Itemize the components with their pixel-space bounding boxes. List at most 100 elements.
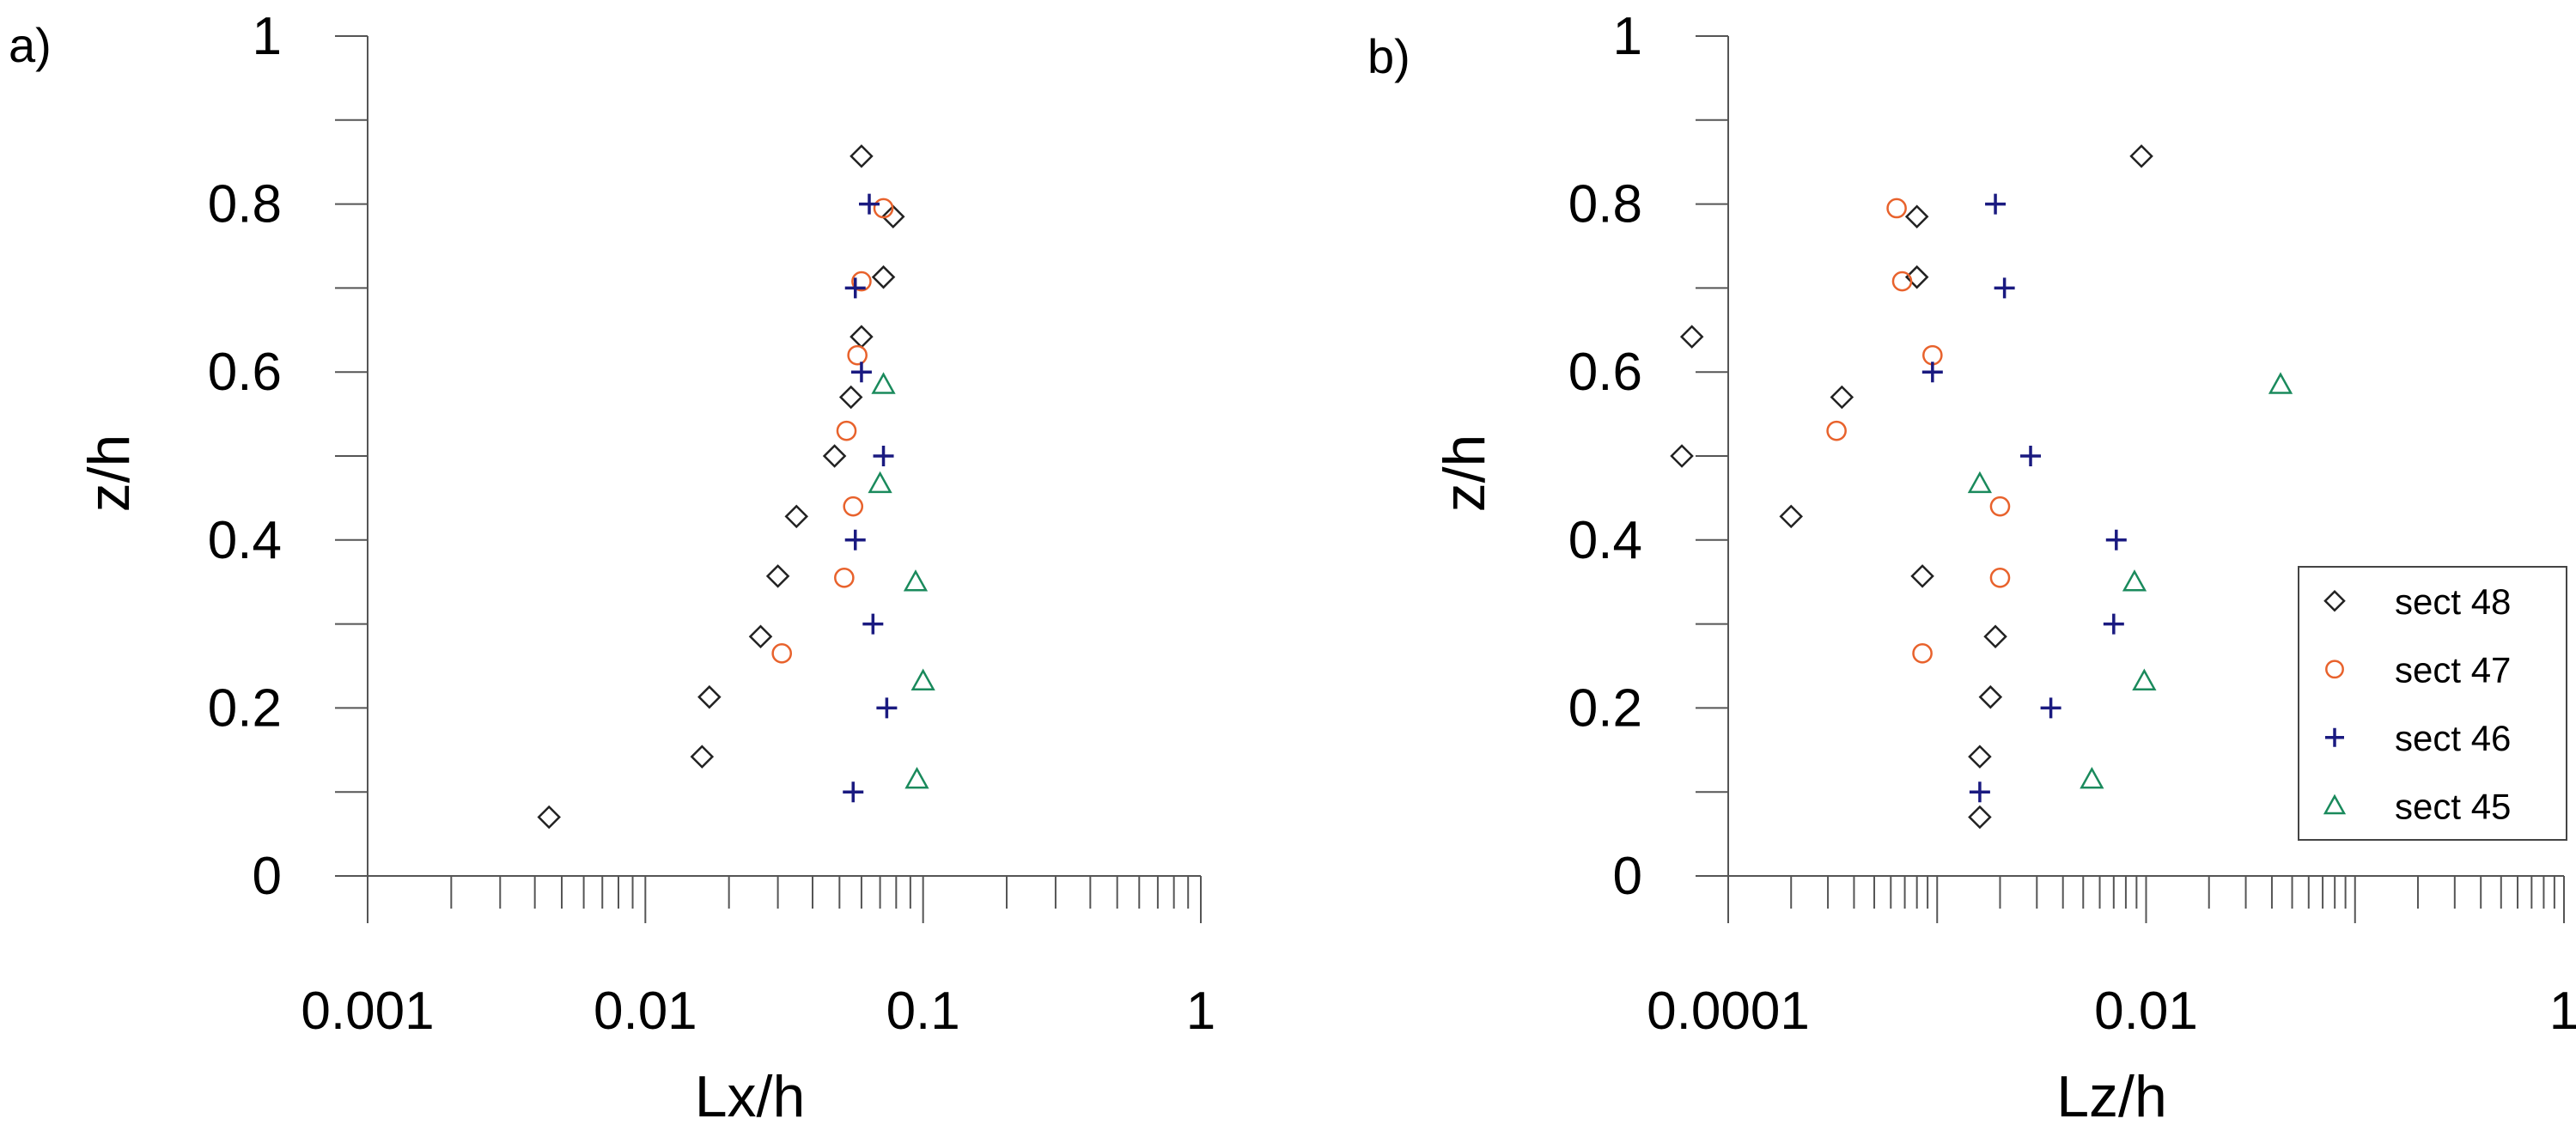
legend-marker xyxy=(2325,727,2344,747)
data-point xyxy=(844,529,866,550)
data-point xyxy=(881,204,905,229)
series-sect-45 xyxy=(868,372,935,789)
data-point xyxy=(1983,624,2007,649)
data-point xyxy=(1904,204,1929,229)
data-point xyxy=(910,668,935,690)
y-tick-label: 1 xyxy=(253,7,282,66)
y-tick-label: 0.6 xyxy=(208,343,282,402)
data-point xyxy=(843,781,864,803)
series-sect-47 xyxy=(1826,198,2011,664)
y-tick-label: 0.8 xyxy=(1568,175,1642,234)
data-point xyxy=(868,471,892,494)
x-tick-label: 1 xyxy=(1186,982,1215,1041)
y-tick-label: 0.2 xyxy=(208,678,282,738)
data-point xyxy=(1922,344,1943,366)
data-point xyxy=(771,643,793,664)
legend-box xyxy=(2298,566,2567,841)
data-point xyxy=(850,362,872,383)
legend-label: sect 47 xyxy=(2395,649,2511,690)
data-point xyxy=(903,569,929,592)
data-point xyxy=(858,193,880,215)
data-point xyxy=(873,446,894,466)
data-point xyxy=(1978,684,2003,709)
legend-label: sect 46 xyxy=(2395,718,2511,758)
data-point xyxy=(1904,265,1929,289)
data-point xyxy=(1886,198,1907,219)
legend-label: sect 45 xyxy=(2395,786,2511,826)
data-point xyxy=(765,564,790,588)
y-tick-label: 0.8 xyxy=(208,175,282,234)
data-point xyxy=(537,805,561,830)
y-axis-title: z/h xyxy=(1432,435,1497,513)
x-axis-title: Lz/h xyxy=(2056,1064,2167,1129)
data-point xyxy=(2105,529,2127,550)
data-point xyxy=(2040,697,2061,719)
legend: sect 48 sect 47 sect 46 sect 45 xyxy=(2298,566,2567,841)
data-point xyxy=(847,344,868,366)
data-point xyxy=(1891,271,1913,292)
panel-label: a) xyxy=(9,18,52,72)
data-point xyxy=(844,277,866,299)
x-axis-title: Lx/h xyxy=(695,1064,806,1129)
data-point xyxy=(843,496,864,517)
data-point xyxy=(836,420,857,441)
x-tick-label: 1 xyxy=(2549,982,2576,1041)
data-point xyxy=(2132,668,2157,690)
data-point xyxy=(1826,420,1847,441)
series-sect-46 xyxy=(1921,193,2127,803)
panel-b: 0.0001 0.01 1 0 0.2 0.4 0.6 0.8 1 Lz/h z/h b) sect 4… xyxy=(1367,7,2576,1129)
series-sect-45 xyxy=(1967,372,2293,789)
data-point xyxy=(850,144,874,168)
legend-marker xyxy=(2323,589,2346,612)
data-point xyxy=(748,624,773,649)
x-tick-label: 0.1 xyxy=(886,982,960,1041)
y-tick-label: 0.4 xyxy=(1568,511,1642,570)
data-point xyxy=(1967,471,1993,494)
data-point xyxy=(862,613,884,635)
panel-label: b) xyxy=(1367,29,1410,83)
data-point xyxy=(871,265,896,289)
data-point xyxy=(2122,569,2147,592)
series-sect-48 xyxy=(537,144,905,830)
data-point xyxy=(2129,144,2153,168)
legend-marker xyxy=(2323,794,2347,815)
data-point xyxy=(851,271,872,292)
y-tick-label: 0.6 xyxy=(1568,343,1642,402)
y-tick-label: 1 xyxy=(1613,7,1642,66)
data-point xyxy=(697,684,722,709)
x-tick-label: 0.01 xyxy=(2094,982,2198,1041)
data-point xyxy=(876,697,898,719)
data-point xyxy=(838,385,863,410)
y-tick-label: 0.2 xyxy=(1568,678,1642,738)
data-point xyxy=(1910,564,1934,588)
data-point xyxy=(1985,193,2007,215)
data-point xyxy=(2020,446,2042,466)
x-tick-label: 0.001 xyxy=(301,982,434,1041)
data-point xyxy=(1989,568,2011,588)
data-point xyxy=(690,745,715,769)
data-point xyxy=(1994,277,2015,299)
y-tick-label: 0.4 xyxy=(208,511,282,570)
data-point xyxy=(1968,805,1992,830)
y-tick-label: 0 xyxy=(1613,847,1642,906)
y-tick-label: 0 xyxy=(253,847,282,906)
series-sect-48 xyxy=(1670,144,2153,830)
data-point xyxy=(1968,745,1992,769)
data-point xyxy=(871,372,896,394)
data-point xyxy=(1989,496,2011,517)
data-point xyxy=(873,198,894,219)
data-point xyxy=(1830,385,1854,410)
data-point xyxy=(1921,362,1943,383)
data-point xyxy=(2080,766,2104,789)
data-point xyxy=(1912,643,1933,664)
data-point xyxy=(2103,613,2124,635)
data-point xyxy=(1969,781,1990,803)
data-point xyxy=(1779,504,1803,529)
series-sect-47 xyxy=(771,198,894,664)
x-tick-label: 0.0001 xyxy=(1647,982,1810,1041)
data-point xyxy=(2268,372,2293,394)
panel-a: 0.001 0.01 0.1 1 0 0.2 0.4 0.6 0.8 1 Lx/h z/h a) xyxy=(9,7,1215,1129)
legend-marker xyxy=(2325,660,2344,679)
y-axis-title: z/h xyxy=(76,435,142,513)
